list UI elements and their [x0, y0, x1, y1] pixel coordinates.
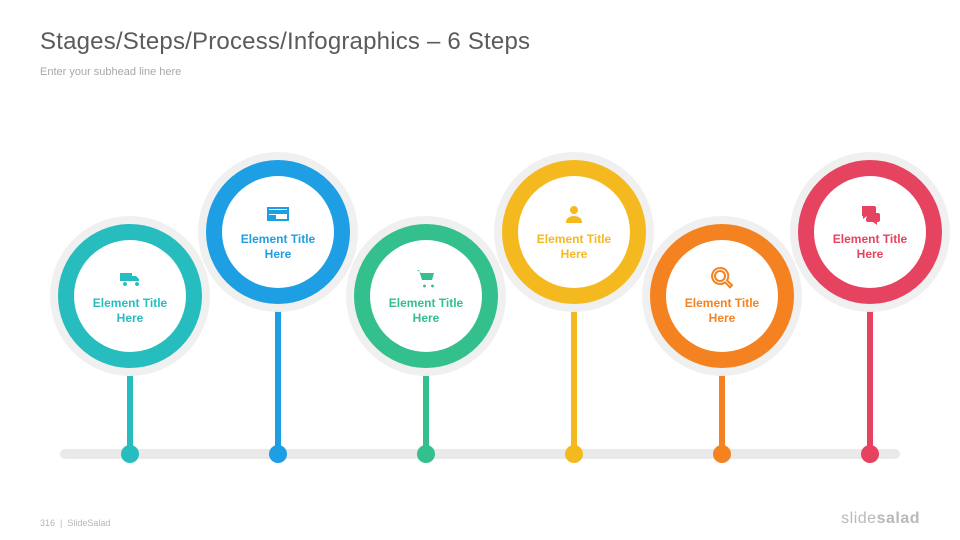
step-3-disc: Element Title Here — [346, 216, 506, 376]
search-icon — [708, 266, 736, 290]
step-4-disc: Element Title Here — [494, 152, 654, 312]
step-4: Element Title Here — [494, 152, 654, 463]
step-2-label: Element Title Here — [222, 232, 334, 262]
step-1: Element Title Here — [50, 216, 210, 463]
step-1-disc: Element Title Here — [50, 216, 210, 376]
step-5-label: Element Title Here — [666, 296, 778, 326]
infographic-stage: Element Title Here Element Title Here Elem… — [0, 0, 960, 540]
page-number: 316 — [40, 518, 55, 528]
step-5-node — [713, 445, 731, 463]
step-3: Element Title Here — [346, 216, 506, 463]
step-2-disc: Element Title Here — [198, 152, 358, 312]
step-2: Element Title Here — [198, 152, 358, 463]
step-6-node — [861, 445, 879, 463]
step-3-node — [417, 445, 435, 463]
cart-icon — [412, 266, 440, 290]
step-6-disc: Element Title Here — [790, 152, 950, 312]
user-icon — [560, 202, 588, 226]
step-6-label: Element Title Here — [814, 232, 926, 262]
step-4-connector — [571, 294, 577, 456]
step-2-connector — [275, 294, 281, 456]
footer-credit: SlideSalad — [67, 518, 110, 528]
step-2-node — [269, 445, 287, 463]
truck-icon — [116, 266, 144, 290]
step-1-label: Element Title Here — [74, 296, 186, 326]
step-1-node — [121, 445, 139, 463]
step-5-disc: Element Title Here — [642, 216, 802, 376]
chat-icon — [856, 202, 884, 226]
card-icon — [264, 202, 292, 226]
step-5: Element Title Here — [642, 216, 802, 463]
step-6-connector — [867, 294, 873, 456]
step-6: Element Title Here — [790, 152, 950, 463]
step-4-node — [565, 445, 583, 463]
brand-logo: slidesalad — [841, 510, 920, 528]
step-4-label: Element Title Here — [518, 232, 630, 262]
step-3-label: Element Title Here — [370, 296, 482, 326]
footer: 316 | SlideSalad — [40, 518, 110, 528]
